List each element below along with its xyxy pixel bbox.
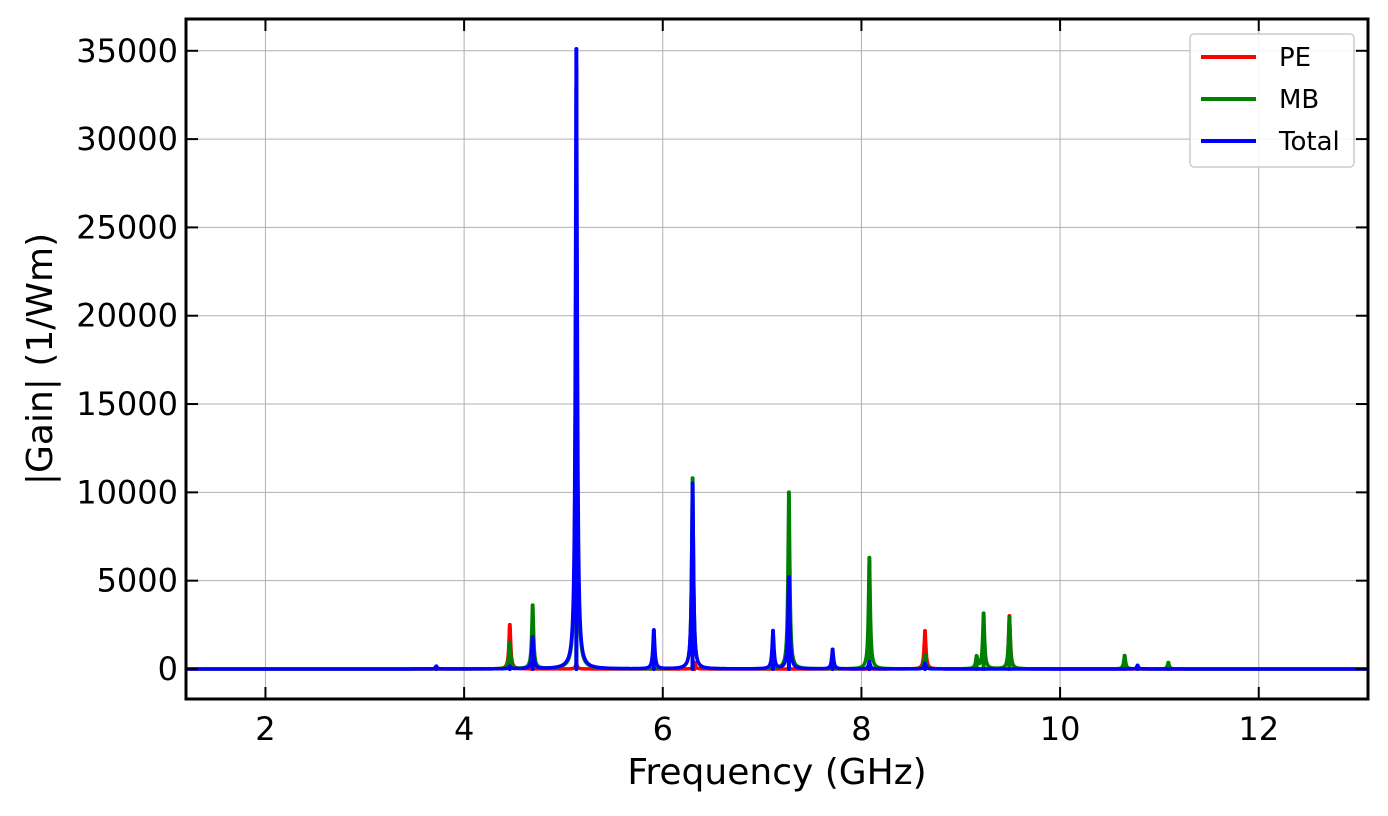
series-layer — [186, 47, 1368, 671]
y-tick-label: 20000 — [76, 297, 178, 335]
y-tick-label: 10000 — [76, 473, 178, 511]
series-total — [186, 47, 1368, 671]
axis-ticks: 2 4 6 8 10 12 0 5000 10000 15000 20000 25000 30000 35… — [76, 19, 1368, 748]
y-tick-label: 25000 — [76, 208, 178, 246]
legend-label-total: Total — [1278, 127, 1340, 157]
x-tick-label: 4 — [454, 710, 474, 748]
legend-label-pe: PE — [1279, 43, 1311, 73]
y-tick-label: 5000 — [97, 562, 178, 600]
y-axis-label: |Gain| (1/Wm) — [20, 233, 61, 485]
y-tick-label: 0 — [158, 650, 178, 688]
x-tick-label: 6 — [653, 710, 673, 748]
legend-label-mb: MB — [1279, 85, 1319, 115]
plot-frame — [184, 17, 1370, 701]
x-axis-label: Frequency (GHz) — [627, 752, 926, 793]
series-line-total — [186, 66, 1368, 671]
x-tick-label: 12 — [1238, 710, 1279, 748]
y-tick-label: 35000 — [76, 32, 178, 70]
x-tick-label: 2 — [255, 710, 275, 748]
x-tick-label: 10 — [1040, 710, 1081, 748]
legend-box — [1189, 33, 1355, 168]
x-tick-label: 8 — [851, 710, 871, 748]
legend: PE MB Total — [1189, 33, 1355, 168]
y-tick-label: 30000 — [76, 120, 178, 158]
y-tick-label: 15000 — [76, 385, 178, 423]
